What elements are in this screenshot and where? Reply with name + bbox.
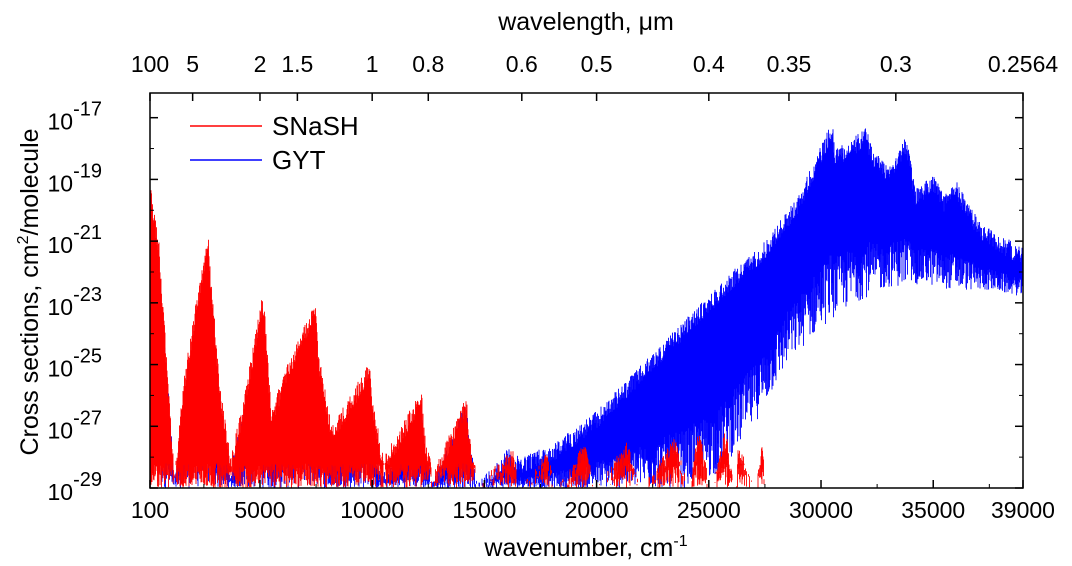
x2-tick-label: 100: [131, 51, 169, 77]
x2-tick-label: 0.5: [581, 51, 613, 77]
x-tick-label: 20000: [565, 497, 629, 523]
x2-tick-label: 2: [254, 51, 267, 77]
y-tick-label: 10-19: [48, 160, 103, 196]
x2-tick-label: 0.3: [880, 51, 912, 77]
x-tick-label: 15000: [452, 497, 516, 523]
legend: SNaSH GYT: [190, 111, 359, 175]
plot-frame: [149, 92, 1024, 489]
x2-tick-label: 0.8: [412, 51, 444, 77]
series-layer: [150, 128, 1023, 488]
x2-tick-label: 5: [186, 51, 199, 77]
x-axis-title: wavenumber, cm-1: [483, 533, 687, 562]
x-tick-label: 10000: [340, 497, 404, 523]
y-tick-label: 10-25: [48, 346, 103, 382]
x-tick-label: 25000: [677, 497, 741, 523]
x-tick-label: 35000: [901, 497, 965, 523]
x-tick-label: 100: [131, 497, 169, 523]
y-tick-label: 10-23: [48, 284, 103, 320]
series-snash: [150, 190, 765, 488]
series-path-snash: [150, 190, 765, 488]
x-axis: 100 5000 10000 15000 20000 25000 30000 35000 390…: [131, 480, 1055, 523]
y-axis-title: Cross sections, cm2/molecule: [15, 128, 44, 455]
top-axis: 100 5 2 1.5 1 0.8 0.6 0.5 0.4 0.35 0.3 0.2564: [131, 51, 1059, 101]
y-tick-label: 10-17: [48, 99, 103, 135]
legend-label-gyt: GYT: [272, 145, 326, 175]
x2-tick-label: 0.2564: [988, 51, 1059, 77]
x-tick-label: 30000: [789, 497, 853, 523]
y-tick-label: 10-21: [48, 222, 103, 258]
x2-tick-label: 0.35: [767, 51, 812, 77]
x-tick-label: 5000: [234, 497, 285, 523]
top-axis-title: wavelength, μm: [497, 8, 674, 36]
x2-tick-label: 1: [366, 51, 379, 77]
y-axis: 10-29 10-27 10-25 10-23 10-21 10-19 10-17: [48, 99, 1023, 505]
x2-tick-label: 0.6: [506, 51, 538, 77]
y-tick-label: 10-27: [48, 407, 103, 443]
x2-tick-label: 1.5: [281, 51, 313, 77]
x2-tick-label: 0.4: [693, 51, 725, 77]
legend-label-snash: SNaSH: [272, 111, 359, 141]
y-tick-label: 10-29: [48, 469, 103, 505]
x-tick-label: 39000: [991, 497, 1055, 523]
